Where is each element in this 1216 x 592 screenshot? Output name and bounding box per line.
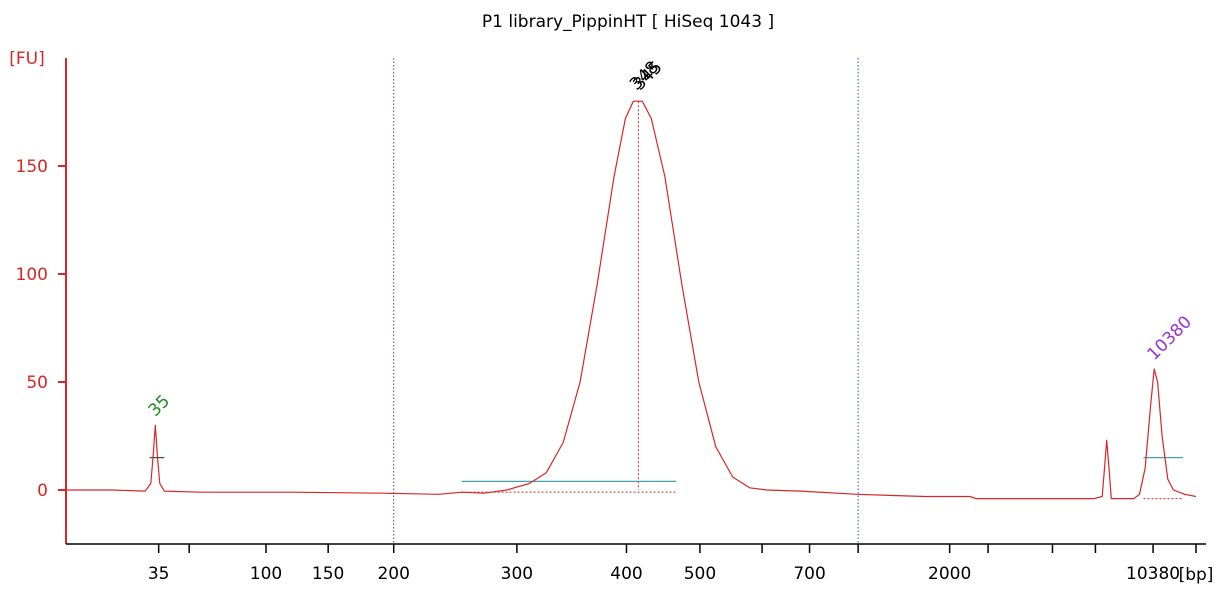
x-tick-label: 500 — [684, 564, 716, 584]
peak-label: 10380 — [1144, 312, 1196, 364]
x-tick-label: 700 — [793, 564, 825, 584]
x-tick-label: 200 — [377, 564, 409, 584]
x-axis-ticks: 35 100 150 200 300 400 500 700 2000 10380 — [148, 544, 1197, 584]
x-tick-label: 35 — [148, 564, 170, 584]
trace-series — [66, 100, 1197, 500]
x-tick-label: 2000 — [928, 564, 971, 584]
x-tick-label: 300 — [501, 564, 533, 584]
x-tick-label: 400 — [610, 564, 642, 584]
y-axis-label: [FU] — [9, 49, 45, 69]
x-tick-label: 100 — [250, 564, 282, 584]
y-tick-label: 0 — [37, 481, 48, 501]
x-axis-label: [bp] — [1179, 565, 1214, 585]
y-tick-label: 150 — [16, 157, 48, 177]
x-tick-label: 150 — [312, 564, 344, 584]
peak-label: 35 — [145, 391, 174, 420]
axes — [65, 58, 1206, 545]
trace-line — [66, 100, 1197, 500]
guide-lines — [149, 58, 1184, 544]
y-axis-ticks: 0 50 100 150 — [16, 157, 66, 501]
y-tick-label: 100 — [16, 265, 48, 285]
x-tick-label: 10380 — [1126, 564, 1180, 584]
chart-title: P1 library_PippinHT [ HiSeq 1043 ] — [482, 12, 774, 32]
y-tick-label: 50 — [26, 373, 48, 393]
